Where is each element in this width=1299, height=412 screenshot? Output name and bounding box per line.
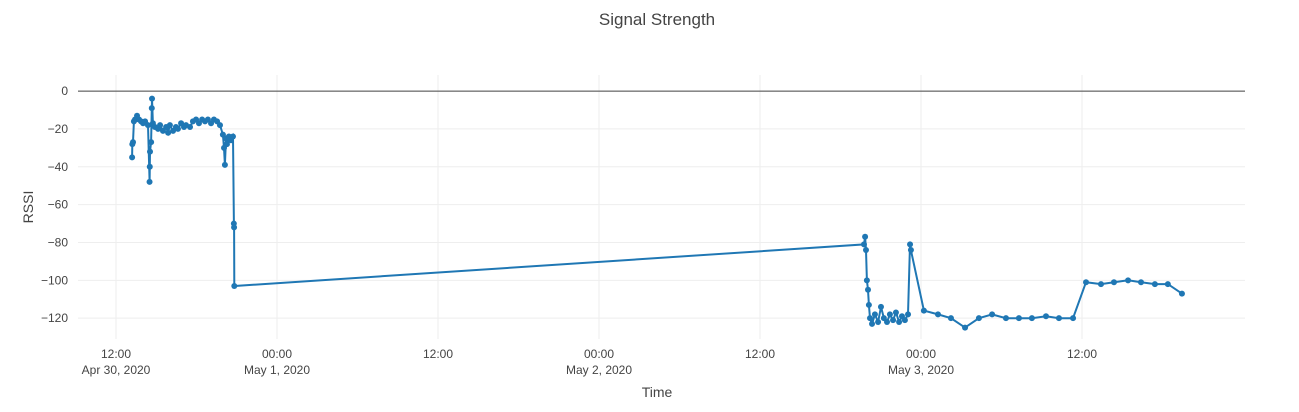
data-point bbox=[1042, 313, 1049, 320]
data-point bbox=[865, 301, 872, 308]
data-point bbox=[907, 241, 914, 248]
y-tick-label: −60 bbox=[48, 198, 69, 212]
x-tick-label: 00:00 bbox=[584, 347, 614, 361]
data-point bbox=[157, 122, 164, 129]
data-point bbox=[865, 286, 872, 293]
data-point bbox=[144, 122, 151, 129]
data-point bbox=[146, 178, 153, 185]
data-point bbox=[863, 277, 870, 284]
data-point bbox=[871, 311, 878, 318]
x-tick-label: May 2, 2020 bbox=[566, 363, 632, 377]
data-point bbox=[901, 317, 908, 324]
y-axis-title: RSSI bbox=[20, 191, 36, 224]
data-point bbox=[148, 139, 155, 146]
x-axis-title: Time bbox=[642, 384, 673, 400]
data-point bbox=[1055, 315, 1062, 322]
x-tick-label: May 3, 2020 bbox=[888, 363, 954, 377]
data-point bbox=[867, 315, 874, 322]
data-point bbox=[920, 307, 927, 314]
x-tick-label: Apr 30, 2020 bbox=[82, 363, 151, 377]
data-point bbox=[148, 105, 155, 112]
data-point bbox=[166, 122, 173, 129]
data-point bbox=[174, 125, 181, 132]
data-point bbox=[905, 311, 912, 318]
data-point bbox=[147, 148, 154, 155]
data-point bbox=[877, 303, 884, 310]
data-point bbox=[1138, 279, 1145, 286]
data-point bbox=[1151, 281, 1158, 288]
data-point bbox=[884, 318, 891, 325]
data-point bbox=[1083, 279, 1090, 286]
data-point bbox=[1125, 277, 1132, 284]
data-point bbox=[869, 320, 876, 327]
y-tick-label: −20 bbox=[48, 122, 69, 136]
x-tick-label: 12:00 bbox=[1067, 347, 1097, 361]
data-point bbox=[129, 154, 136, 161]
data-point bbox=[229, 133, 236, 140]
data-point bbox=[1110, 279, 1117, 286]
data-point bbox=[892, 309, 899, 316]
chart-title: Signal Strength bbox=[599, 10, 715, 29]
data-point bbox=[989, 311, 996, 318]
data-point bbox=[947, 315, 954, 322]
data-point bbox=[907, 247, 914, 254]
y-tick-label: −40 bbox=[48, 160, 69, 174]
y-tick-label: −100 bbox=[41, 273, 68, 287]
data-line bbox=[131, 98, 1183, 329]
data-point bbox=[165, 129, 172, 136]
data-point bbox=[146, 163, 153, 170]
data-point bbox=[1178, 290, 1185, 297]
data-point bbox=[934, 311, 941, 318]
data-point bbox=[231, 224, 238, 231]
data-point bbox=[896, 318, 903, 325]
data-point bbox=[149, 95, 156, 102]
data-point bbox=[886, 311, 893, 318]
data-point bbox=[130, 139, 137, 146]
y-tick-label: −120 bbox=[41, 311, 68, 325]
data-point bbox=[1015, 315, 1022, 322]
data-point bbox=[862, 247, 869, 254]
y-tick-label: −80 bbox=[48, 235, 69, 249]
data-point bbox=[890, 317, 897, 324]
data-point bbox=[216, 122, 223, 129]
data-point bbox=[1164, 281, 1171, 288]
data-point bbox=[1002, 315, 1009, 322]
data-point bbox=[223, 141, 230, 148]
data-point bbox=[187, 124, 194, 131]
data-point bbox=[231, 283, 238, 290]
x-tick-label: 12:00 bbox=[101, 347, 131, 361]
data-point bbox=[1097, 281, 1104, 288]
data-point bbox=[860, 241, 867, 248]
data-point bbox=[962, 324, 969, 331]
x-tick-label: May 1, 2020 bbox=[244, 363, 310, 377]
data-point bbox=[875, 318, 882, 325]
data-point bbox=[862, 233, 869, 240]
x-tick-label: 12:00 bbox=[423, 347, 453, 361]
data-point bbox=[975, 315, 982, 322]
x-tick-label: 00:00 bbox=[906, 347, 936, 361]
data-point bbox=[221, 161, 228, 168]
x-tick-label: 00:00 bbox=[262, 347, 292, 361]
data-point bbox=[1070, 315, 1077, 322]
y-tick-label: 0 bbox=[61, 84, 68, 98]
data-point bbox=[1028, 315, 1035, 322]
x-tick-label: 12:00 bbox=[745, 347, 775, 361]
